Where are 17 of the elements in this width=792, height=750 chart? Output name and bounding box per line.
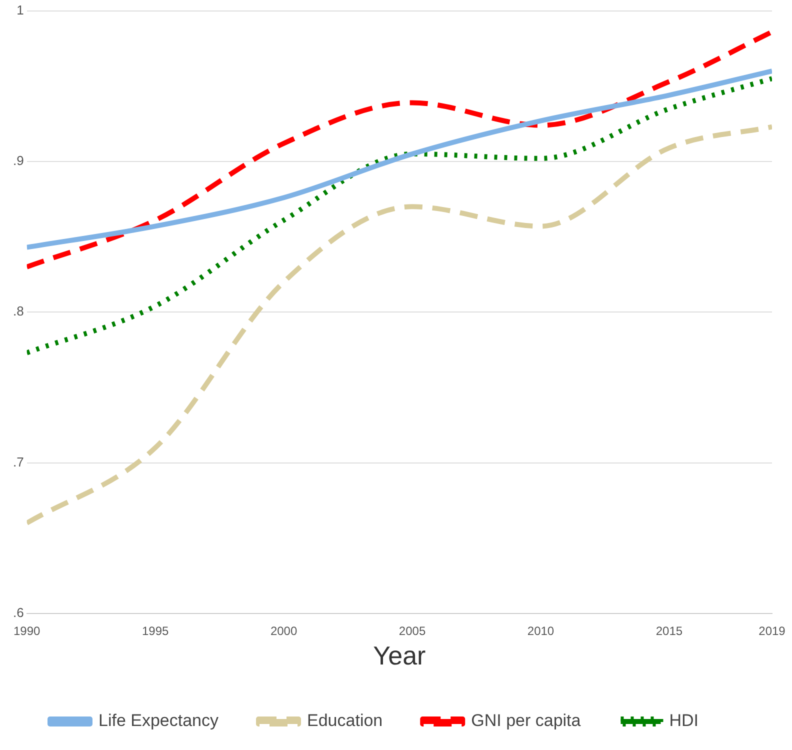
x-tick-label: 2019 bbox=[758, 624, 786, 638]
legend-label: HDI bbox=[669, 711, 699, 730]
y-tick-label: .8 bbox=[13, 304, 24, 319]
y-tick-label: 1 bbox=[16, 2, 24, 18]
x-tick-label: 2015 bbox=[656, 624, 683, 638]
legend-label: Education bbox=[307, 711, 383, 730]
legend-label: GNI per capita bbox=[471, 711, 582, 730]
y-tick-label: .6 bbox=[13, 604, 24, 620]
x-tick-label: 1990 bbox=[13, 624, 41, 638]
x-tick-label: 2010 bbox=[527, 624, 554, 638]
x-tick-label: 2005 bbox=[398, 624, 426, 638]
x-tick-label: 2000 bbox=[270, 624, 298, 638]
y-tick-label: .9 bbox=[13, 153, 24, 168]
x-axis-title: Year bbox=[373, 640, 426, 671]
x-tick-label: 1995 bbox=[142, 624, 169, 638]
y-tick-label: .7 bbox=[13, 454, 24, 470]
legend-label: Life Expectancy bbox=[98, 711, 220, 730]
